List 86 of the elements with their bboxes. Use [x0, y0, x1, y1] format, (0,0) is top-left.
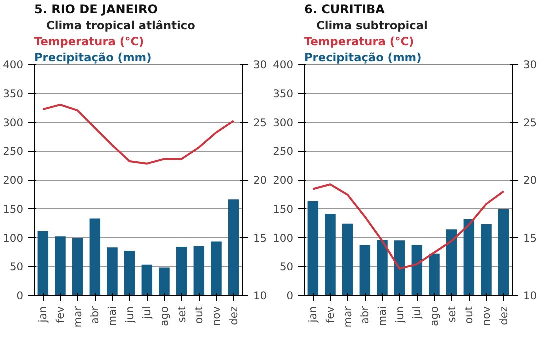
- bar: [228, 200, 240, 296]
- y2-tick-label: 25: [254, 116, 268, 130]
- x-tick-label: jun: [123, 306, 136, 324]
- chart-title: 6. CURITIBA: [304, 2, 386, 16]
- bar: [481, 224, 492, 296]
- chart-subtitle: Clima tropical atlântico: [46, 18, 196, 32]
- x-tick-label: fev: [54, 306, 67, 324]
- bar: [360, 245, 371, 296]
- y-tick-label: 300: [3, 116, 24, 130]
- x-tick-label: mai: [376, 306, 389, 326]
- x-tick-label: jul: [140, 306, 154, 320]
- chart-title: 5. RIO DE JANEIRO: [34, 2, 158, 16]
- bar: [342, 224, 354, 296]
- bar: [429, 254, 440, 296]
- text: Temperatura (°C): [304, 34, 414, 48]
- y2-tick-label: 20: [524, 174, 538, 187]
- x-tick-label: set: [445, 306, 458, 323]
- x-tick-label: jun: [393, 306, 406, 324]
- y-tick-label: 350: [3, 87, 24, 100]
- y-tick-label: 50: [280, 260, 294, 274]
- y2-tick-label: 25: [524, 116, 538, 130]
- y-tick-label: 0: [16, 290, 24, 302]
- x-tick-label: ago: [428, 306, 441, 326]
- bar: [124, 251, 136, 296]
- y-tick-label: 150: [3, 202, 24, 216]
- y-tick-label: 100: [3, 232, 24, 245]
- bar: [107, 248, 118, 296]
- y2-tick-label: 30: [254, 58, 268, 72]
- chart-subtitle: Clima subtropical: [316, 18, 428, 32]
- x-tick-label: out: [192, 306, 206, 324]
- y2-tick-label: 30: [524, 58, 538, 72]
- y-tick-label: 200: [273, 174, 294, 187]
- y-tick-label: 100: [273, 232, 294, 245]
- x-tick-label: ago: [158, 306, 171, 326]
- y2-tick-label: 10: [524, 290, 538, 302]
- line-series: [312, 184, 505, 270]
- y-tick-label: 300: [273, 116, 294, 130]
- bar: [377, 240, 388, 296]
- x-tick-label: mar: [71, 306, 84, 328]
- bar: [412, 245, 423, 296]
- bar: [159, 268, 170, 296]
- bar: [194, 246, 205, 296]
- x-tick-label: jul: [410, 306, 424, 320]
- x-tick-label: nov: [210, 306, 223, 326]
- y-tick-label: 50: [10, 260, 24, 274]
- x-tick-label: jan: [36, 306, 50, 324]
- text: Temperatura (°C): [34, 34, 144, 48]
- x-tick-label: jan: [306, 306, 320, 324]
- y-tick-label: 400: [273, 58, 294, 72]
- y-tick-label: 150: [273, 202, 294, 216]
- bar: [446, 230, 458, 296]
- x-tick-label: abr: [358, 306, 372, 324]
- y-tick-label: 250: [3, 145, 24, 158]
- y2-tick-label: 15: [524, 232, 538, 245]
- y-tick-label: 350: [273, 87, 294, 100]
- y-tick-label: 0: [286, 290, 294, 302]
- x-tick-label: dez: [497, 306, 510, 326]
- x-tick-label: set: [175, 306, 188, 323]
- text: Precipitação (mm): [34, 50, 152, 64]
- x-tick-label: out: [462, 306, 476, 324]
- y-tick-label: 250: [273, 145, 294, 158]
- x-tick-label: nov: [480, 306, 493, 326]
- x-tick-label: mar: [341, 306, 354, 328]
- x-tick-label: fev: [324, 306, 337, 324]
- text: Precipitação (mm): [304, 50, 422, 64]
- bar: [90, 218, 101, 296]
- y-tick-label: 400: [3, 58, 24, 72]
- bar: [325, 214, 336, 296]
- x-tick-label: mai: [106, 306, 119, 326]
- bar: [142, 264, 153, 296]
- line-series: [42, 104, 235, 165]
- bar: [498, 209, 510, 296]
- y2-tick-label: 15: [254, 232, 268, 245]
- y-tick-label: 200: [3, 174, 24, 187]
- x-tick-label: dez: [227, 306, 240, 326]
- bar: [464, 219, 475, 296]
- x-tick-label: abr: [88, 306, 102, 324]
- y2-tick-label: 20: [254, 174, 268, 187]
- bar: [55, 236, 66, 296]
- y2-tick-label: 10: [254, 290, 268, 302]
- bar: [394, 240, 406, 296]
- bar: [176, 246, 188, 296]
- bar: [211, 242, 222, 296]
- bar: [38, 231, 49, 296]
- bar: [72, 238, 84, 296]
- bar: [308, 201, 319, 296]
